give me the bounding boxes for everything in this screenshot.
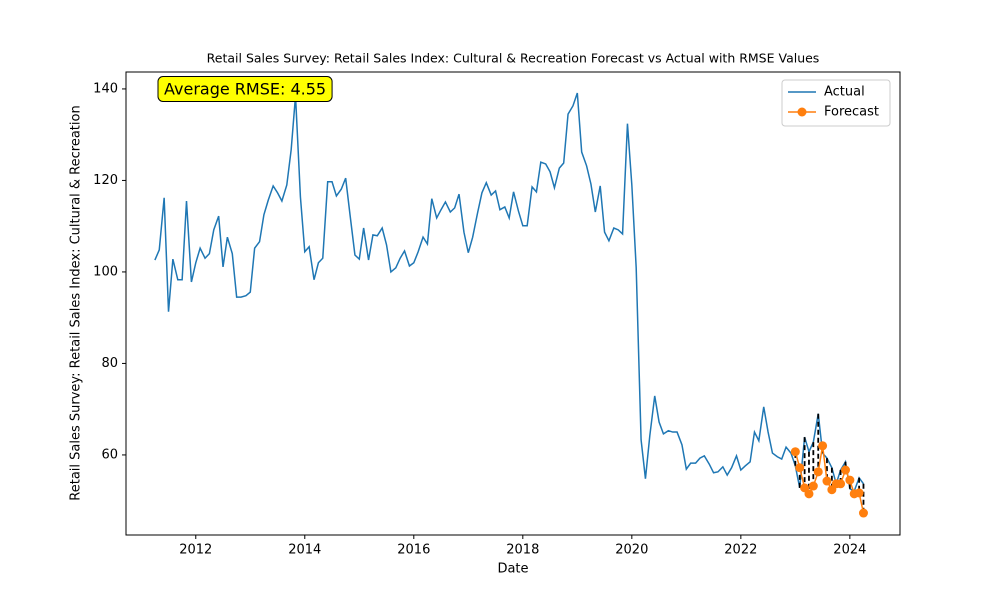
y-axis-label: Retail Sales Survey: Retail Sales Index:… (69, 105, 84, 500)
legend-label: Forecast (824, 105, 879, 120)
actual-line (154, 92, 865, 493)
y-tick-label: 100 (93, 264, 118, 279)
y-tick-label: 60 (101, 447, 118, 462)
x-tick-label: 2018 (506, 543, 539, 558)
x-axis-label: Date (497, 562, 528, 577)
forecast-marker (808, 481, 818, 491)
forecast-marker (840, 465, 850, 475)
legend-label: Actual (824, 85, 865, 100)
forecast-marker (845, 475, 855, 485)
forecast-marker (804, 489, 814, 499)
y-tick-label: 140 (93, 81, 118, 96)
x-tick-label: 2020 (615, 543, 648, 558)
forecast-marker (813, 467, 823, 477)
y-tick-label: 120 (93, 173, 118, 188)
annotation-box (157, 76, 333, 102)
forecast-marker (858, 508, 868, 518)
forecast-marker (795, 463, 805, 473)
forecast-marker (854, 488, 864, 498)
forecast-marker (818, 441, 828, 451)
x-tick-label: 2022 (724, 543, 757, 558)
annotation: Average RMSE: 4.55 (164, 80, 326, 99)
forecast-marker (822, 476, 832, 486)
chart-title: Retail Sales Survey: Retail Sales Index:… (207, 51, 820, 66)
plot-frame (125, 71, 901, 536)
y-tick-label: 80 (101, 356, 118, 371)
forecast-marker (790, 447, 800, 457)
legend-marker (797, 107, 807, 117)
x-tick-label: 2012 (179, 543, 212, 558)
x-tick-label: 2024 (833, 543, 866, 558)
x-tick-label: 2016 (397, 543, 430, 558)
forecast-marker (836, 479, 846, 489)
x-tick-label: 2014 (288, 543, 321, 558)
